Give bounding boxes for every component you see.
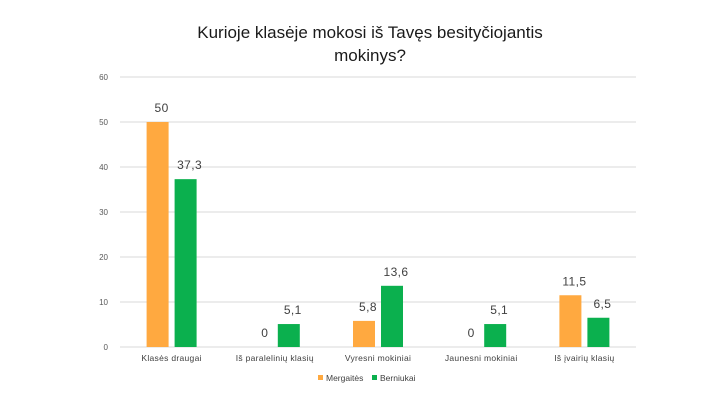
bar-1-4 (587, 317, 610, 347)
category-label: Vyresni mokiniai (345, 353, 411, 363)
legend-label-0: Mergaitės (326, 373, 363, 383)
category-label: Iš įvairių klasių (554, 353, 614, 363)
y-tick-label: 50 (99, 118, 108, 127)
legend-swatch-0 (318, 375, 323, 380)
y-tick-label: 20 (99, 253, 108, 262)
data-label-0-2: 5,8 (359, 300, 377, 314)
data-label-0-1: 0 (261, 326, 268, 340)
category-label: Jaunesni mokiniai (445, 353, 518, 363)
y-tick-label: 0 (104, 343, 109, 352)
legend-swatch-1 (372, 375, 377, 380)
bar-1-3 (484, 324, 507, 347)
data-label-1-4: 6,5 (593, 297, 611, 311)
y-tick-label: 30 (99, 208, 108, 217)
chart-title-line-1: Kurioje klasėje mokosi iš Tavęs besityči… (197, 23, 543, 42)
chart-title-line-2: mokinys? (334, 46, 406, 65)
y-tick-label: 10 (99, 298, 108, 307)
data-label-1-1: 5,1 (284, 303, 302, 317)
bar-0-4 (559, 295, 582, 347)
bar-0-0 (146, 122, 169, 347)
bar-1-2 (381, 285, 403, 347)
data-label-1-2: 13,6 (384, 265, 409, 279)
data-label-0-4: 11,5 (562, 274, 586, 288)
legend-label-1: Berniukai (380, 373, 416, 383)
data-label-0-0: 50 (155, 101, 169, 115)
y-tick-label: 60 (99, 73, 108, 82)
category-label: Iš paralelinių klasių (236, 353, 314, 363)
bar-0-2 (353, 320, 375, 347)
data-label-0-3: 0 (468, 326, 475, 340)
data-label-1-0: 37,3 (177, 158, 202, 172)
y-tick-label: 40 (99, 163, 108, 172)
bar-1-0 (174, 179, 197, 347)
category-label: Klasės draugai (141, 353, 201, 363)
data-label-1-3: 5,1 (490, 303, 508, 317)
bar-1-1 (277, 324, 300, 347)
legend: Mergaitės Berniukai (318, 373, 416, 383)
